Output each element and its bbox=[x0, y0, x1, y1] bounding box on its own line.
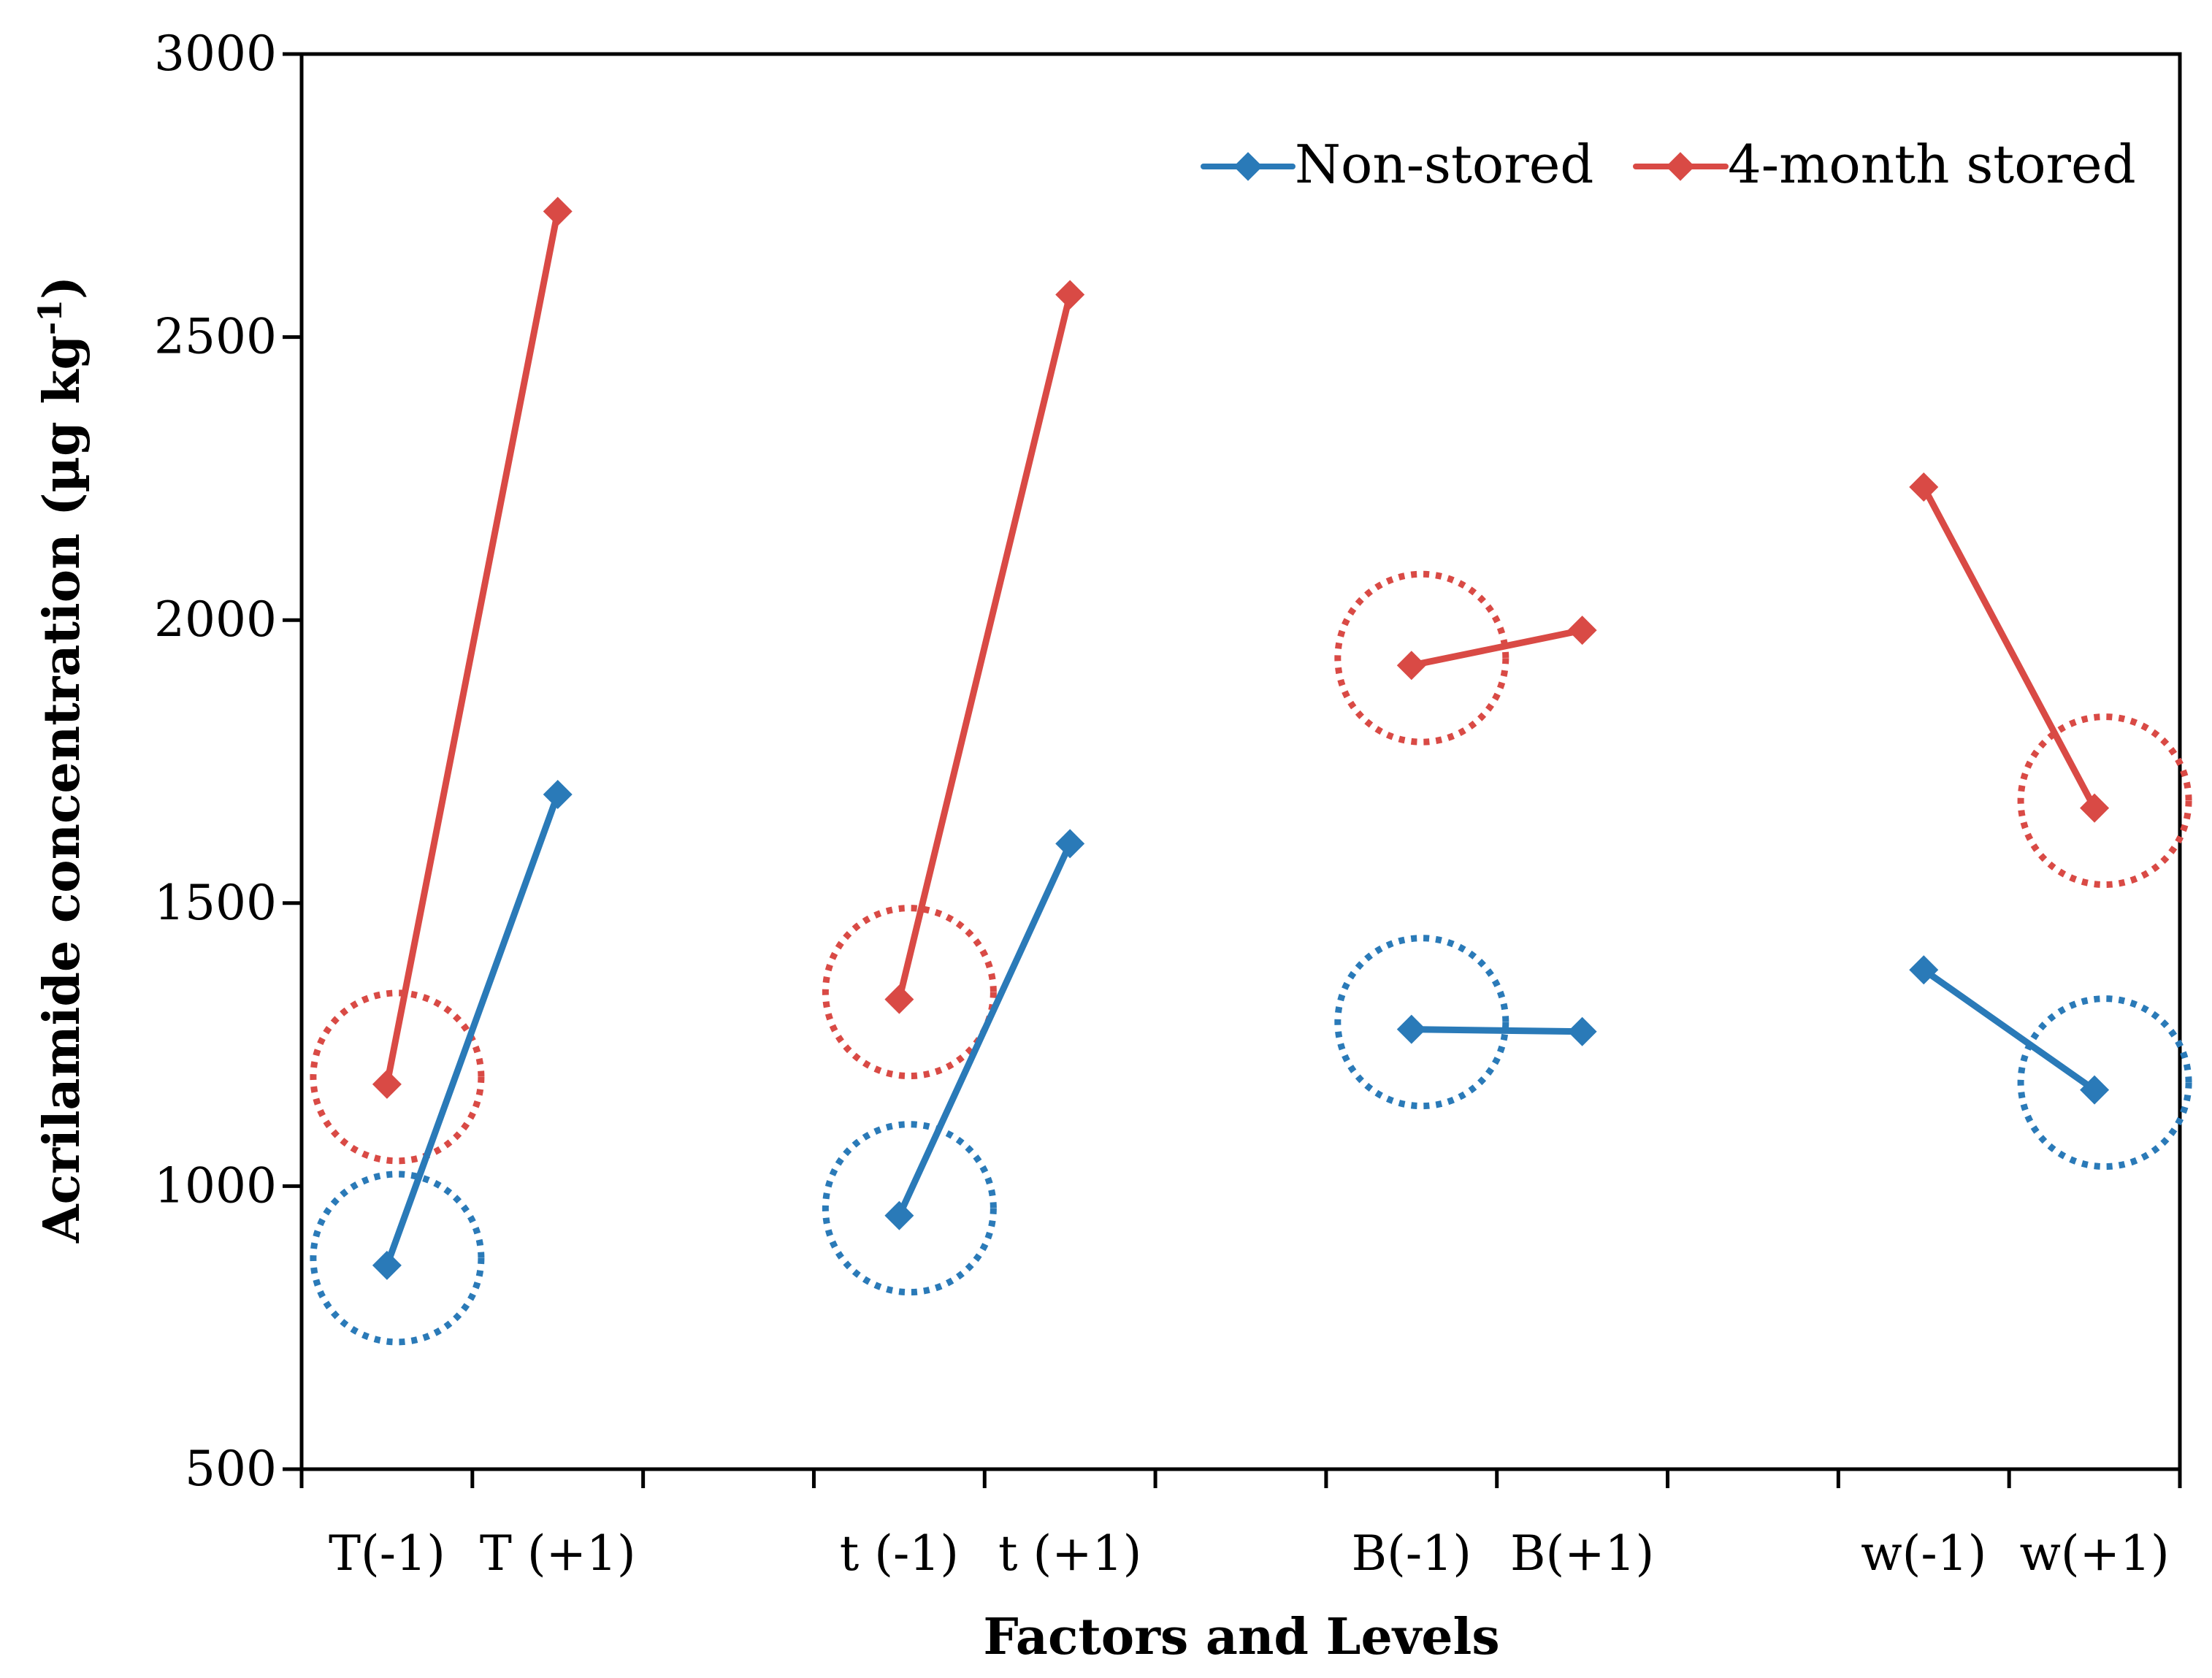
data-point-non-stored-9 bbox=[1909, 955, 1939, 985]
highlight-circle-5 bbox=[1334, 570, 1509, 746]
highlight-circle-4 bbox=[1334, 935, 1509, 1110]
legend: Non-stored 4-month stored bbox=[1201, 134, 2136, 195]
series-line-non-stored-2 bbox=[1408, 1026, 1586, 1035]
data-point-4-month-stored-10 bbox=[2080, 793, 2110, 823]
x-tick-label-9: w(-1) bbox=[1861, 1525, 1986, 1582]
x-tick-label-3: t (-1) bbox=[840, 1525, 959, 1582]
x-tick-label-10: w(+1) bbox=[2019, 1525, 2169, 1582]
data-point-4-month-stored-9 bbox=[1909, 472, 1939, 502]
data-point-non-stored-0 bbox=[372, 1250, 402, 1280]
highlight-circles bbox=[310, 570, 2192, 1346]
y-tick-label-2000: 2000 bbox=[154, 591, 277, 648]
legend-label-4-month-stored: 4-month stored bbox=[1728, 134, 2136, 195]
series-line-4-month-stored-3 bbox=[1920, 483, 2098, 812]
legend-item-4-month-stored: 4-month stored bbox=[1633, 134, 2136, 195]
x-tick-label-6: B(-1) bbox=[1352, 1525, 1472, 1582]
y-axis-title-superscript: -1 bbox=[32, 299, 69, 335]
data-point-4-month-stored-6 bbox=[1396, 651, 1426, 681]
series-line-non-stored-0 bbox=[383, 791, 562, 1269]
legend-marker-4-month-stored bbox=[1666, 152, 1695, 181]
data-point-4-month-stored-3 bbox=[884, 984, 914, 1014]
y-tick-label-1500: 1500 bbox=[154, 875, 277, 931]
x-axis-title: Factors and Levels bbox=[983, 1608, 1499, 1666]
series-line-4-month-stored-0 bbox=[383, 208, 562, 1088]
y-tick-label-3000: 3000 bbox=[154, 26, 277, 82]
x-tick-label-1: T (+1) bbox=[480, 1525, 636, 1582]
data-point-4-month-stored-1 bbox=[543, 196, 573, 226]
plot-frame bbox=[299, 52, 2182, 1471]
series-line-4-month-stored-2 bbox=[1408, 627, 1586, 669]
highlight-circle-0 bbox=[310, 1171, 485, 1346]
data-point-non-stored-1 bbox=[543, 779, 573, 809]
highlight-circle-6 bbox=[2017, 995, 2192, 1171]
x-tick-label-4: t (+1) bbox=[998, 1525, 1141, 1582]
series-line-non-stored-3 bbox=[1920, 966, 2098, 1094]
data-point-non-stored-10 bbox=[2080, 1075, 2110, 1105]
series-lines bbox=[372, 196, 2110, 1280]
y-tick-label-1000: 1000 bbox=[154, 1157, 277, 1214]
legend-label-non-stored: Non-stored bbox=[1295, 134, 1593, 195]
data-point-non-stored-6 bbox=[1396, 1014, 1426, 1044]
data-point-non-stored-3 bbox=[884, 1200, 914, 1230]
highlight-circle-7 bbox=[2017, 713, 2192, 889]
data-point-4-month-stored-4 bbox=[1055, 280, 1085, 310]
legend-item-non-stored: Non-stored bbox=[1201, 134, 1593, 195]
series-line-4-month-stored-1 bbox=[895, 291, 1074, 1003]
y-axis-title: Acrilamide concentration (µg kg-1) bbox=[32, 276, 91, 1244]
x-tick-label-7: B(+1) bbox=[1510, 1525, 1654, 1582]
highlight-circle-3 bbox=[822, 905, 997, 1080]
series-line-non-stored-1 bbox=[895, 840, 1074, 1219]
y-tick-label-500: 500 bbox=[185, 1441, 277, 1497]
data-point-4-month-stored-0 bbox=[372, 1069, 402, 1099]
x-tick-label-0: T(-1) bbox=[329, 1525, 445, 1582]
highlight-circle-2 bbox=[822, 1121, 997, 1296]
x-axis: T(-1) T (+1) t (-1) t (+1) B(-1) B(+1) w(-1) w(… bbox=[299, 1469, 2182, 1582]
y-axis: 500 1000 1500 2000 2500 3000 bbox=[154, 26, 302, 1497]
y-tick-label-2500: 2500 bbox=[154, 309, 277, 365]
plot-frame-border bbox=[299, 52, 2182, 1471]
data-point-non-stored-7 bbox=[1567, 1016, 1597, 1046]
y-axis-title-main: Acrilamide concentration (µg kg bbox=[33, 335, 91, 1244]
highlight-circle-1 bbox=[310, 989, 485, 1165]
data-point-non-stored-4 bbox=[1055, 829, 1085, 859]
legend-marker-non-stored bbox=[1233, 152, 1263, 181]
y-axis-title-close: ) bbox=[33, 276, 91, 299]
data-point-4-month-stored-7 bbox=[1567, 616, 1597, 645]
